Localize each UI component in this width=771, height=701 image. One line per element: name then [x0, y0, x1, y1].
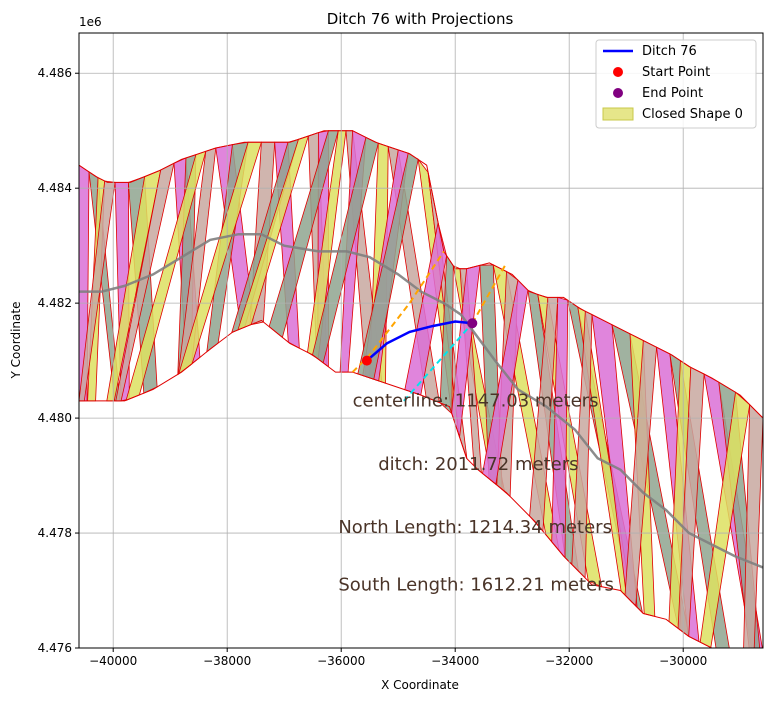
- centerline: [79, 232, 763, 569]
- y-tick-label: 4.484: [38, 181, 72, 195]
- annotation-text: South Length: 1612.21 meters: [338, 575, 614, 596]
- projection-north: [351, 250, 445, 373]
- annotation-layer: centerline: 1147.03 meters ditch: 2011.72…: [338, 391, 614, 596]
- plot-area: centerline: 1147.03 meters ditch: 2011.72…: [79, 33, 763, 648]
- x-tick-label: −34000: [431, 654, 479, 668]
- annotation-text: ditch: 2011.72 meters: [378, 454, 578, 475]
- y-tick-label: 4.486: [38, 66, 72, 80]
- projection-south: [403, 322, 474, 402]
- y-tick-label: 4.478: [38, 526, 72, 540]
- legend-swatch-marker: [613, 88, 623, 98]
- x-tick-label: −32000: [545, 654, 593, 668]
- y-tick-label: 4.480: [38, 411, 72, 425]
- ticks-layer: −40000 −38000 −36000 −34000 −32000 −30000 4.47…: [38, 66, 708, 668]
- legend: Ditch 76 Start Point End Point Closed Shape…: [595, 39, 757, 129]
- x-tick-label: −30000: [659, 654, 707, 668]
- x-axis-label: X Coordinate: [381, 678, 459, 692]
- chart-title: Ditch 76 with Projections: [327, 10, 514, 28]
- x-tick-label: −40000: [89, 654, 137, 668]
- legend-label: Start Point: [642, 65, 710, 80]
- ditch-line: [366, 320, 473, 362]
- plot-frame: [78, 32, 764, 649]
- strips-layer: [79, 130, 763, 648]
- annotation-text: North Length: 1214.34 meters: [338, 517, 612, 538]
- closed-shape-outline: [79, 130, 763, 648]
- legend-label: Closed Shape 0: [642, 107, 743, 122]
- annotation-text: centerline: 1147.03 meters: [353, 391, 599, 412]
- start-point-marker: [361, 355, 372, 366]
- x-tick-label: −38000: [203, 654, 251, 668]
- end-point-marker: [467, 318, 478, 329]
- y-offset-label: 1e6: [79, 15, 102, 29]
- projection-north-end: [471, 262, 508, 324]
- legend-swatch-marker: [613, 67, 623, 77]
- y-tick-label: 4.482: [38, 296, 72, 310]
- legend-swatch-patch: [602, 107, 634, 121]
- lines-layer: [79, 232, 763, 569]
- x-tick-label: −36000: [317, 654, 365, 668]
- legend-label: Ditch 76: [642, 44, 697, 59]
- y-tick-label: 4.476: [38, 641, 72, 655]
- grid-layer: [79, 33, 763, 648]
- legend-label: End Point: [642, 86, 703, 101]
- legend-box: [595, 39, 757, 129]
- y-axis-label: Y Coordinate: [9, 302, 23, 380]
